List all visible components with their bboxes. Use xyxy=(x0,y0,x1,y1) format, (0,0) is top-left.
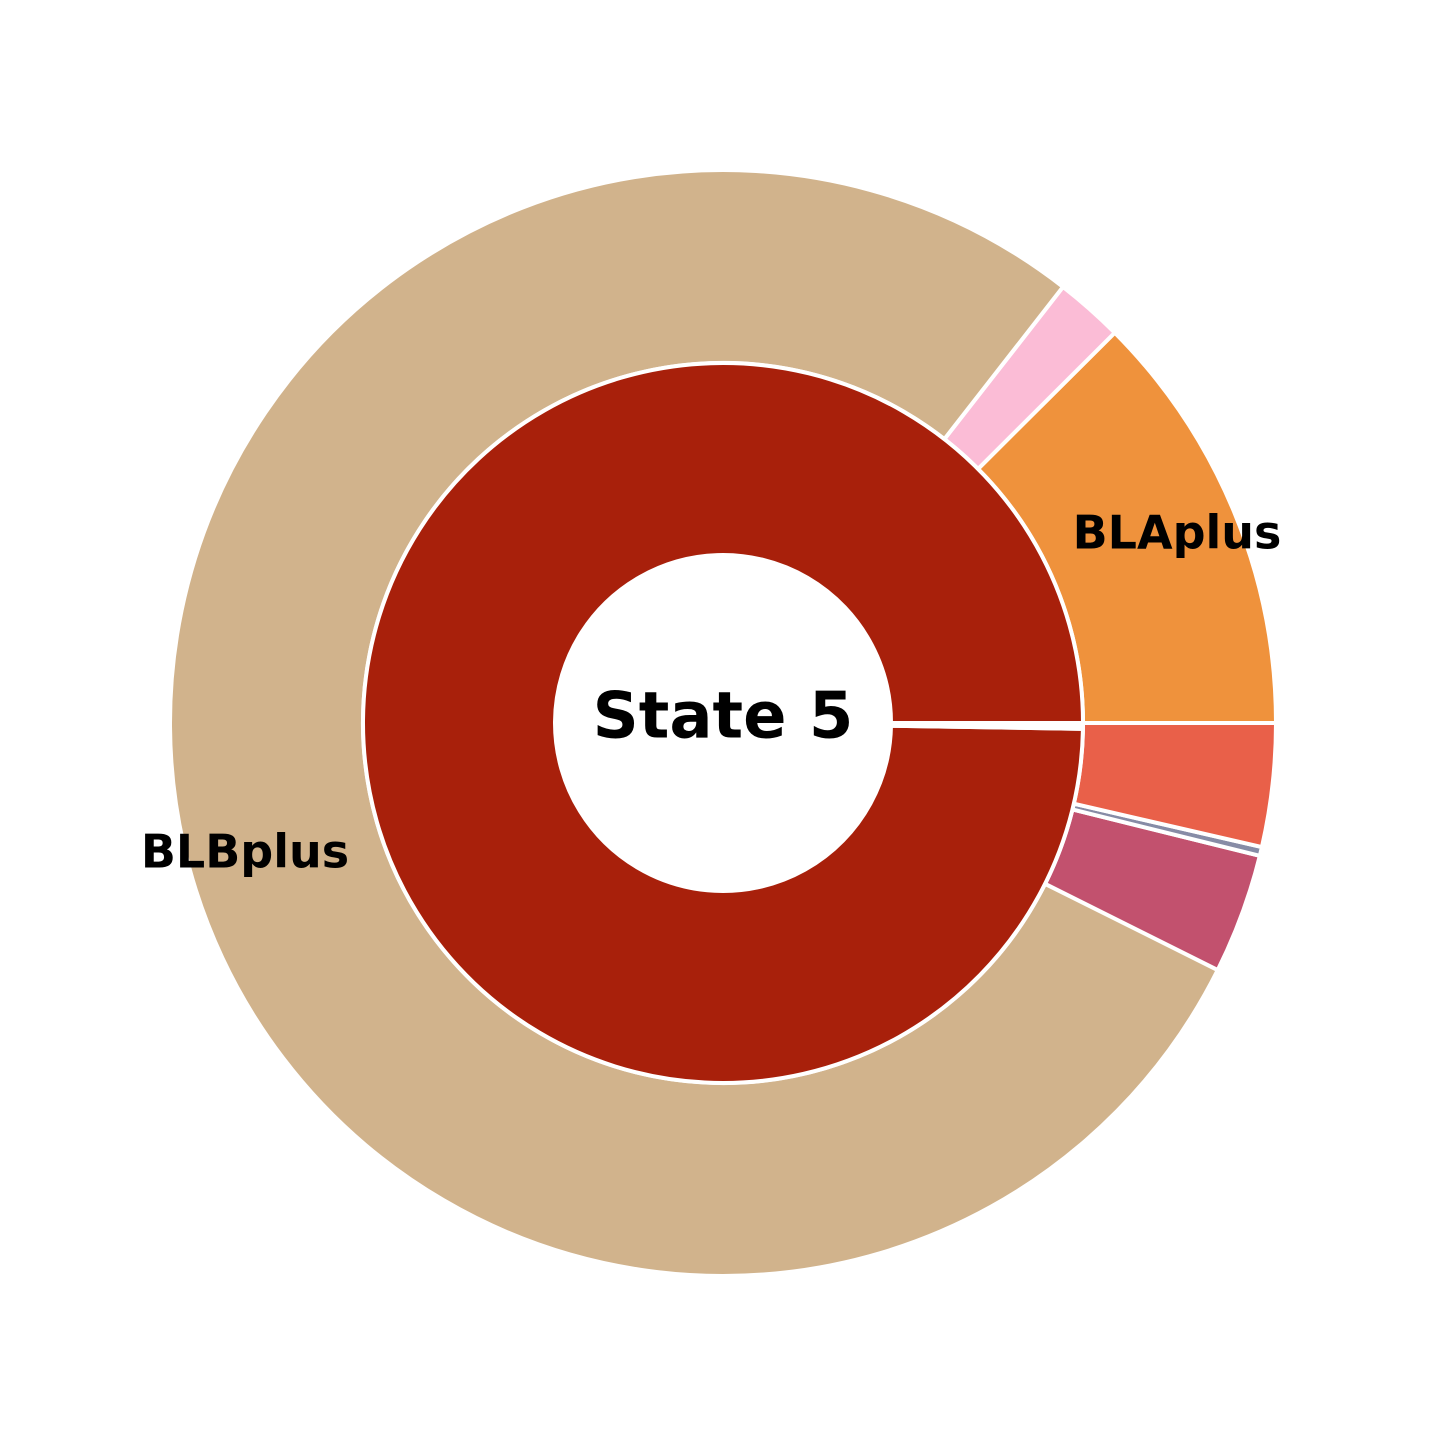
inner-slice-segment-1 xyxy=(888,721,1085,731)
slice-label-blbplus: BLBplus xyxy=(141,825,349,879)
slice-label-blaplus: BLAplus xyxy=(1073,506,1282,560)
slice-labels: BLAplus BLBplus xyxy=(141,506,1282,879)
inner-ring xyxy=(361,360,1085,1085)
inner-slice-state-5 xyxy=(361,360,1085,1085)
center-label: State 5 xyxy=(593,680,854,754)
